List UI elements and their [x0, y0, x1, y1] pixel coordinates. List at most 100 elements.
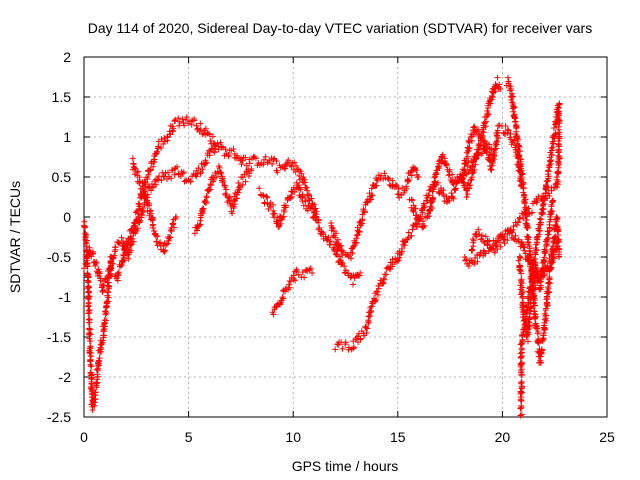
data-point — [517, 405, 524, 412]
data-point — [92, 389, 99, 396]
data-point — [83, 255, 90, 262]
data-point — [350, 281, 357, 288]
y-axis-label: SDTVAR / TECUs — [7, 181, 23, 293]
data-point — [518, 360, 525, 367]
data-point — [93, 379, 100, 386]
x-tick-label: 20 — [495, 429, 511, 445]
data-point — [420, 200, 427, 207]
data-point — [195, 125, 202, 132]
data-point — [182, 117, 189, 124]
data-point — [202, 200, 209, 207]
data-point — [463, 194, 470, 201]
data-point — [306, 266, 313, 273]
data-point — [260, 192, 267, 199]
data-point — [99, 287, 106, 294]
data-point — [195, 165, 202, 172]
data-point — [94, 365, 101, 372]
data-point — [357, 221, 364, 228]
data-point — [472, 156, 479, 163]
data-point — [158, 177, 165, 184]
data-point — [517, 389, 524, 395]
data-point — [86, 244, 93, 251]
data-point — [502, 123, 509, 130]
data-point — [95, 359, 102, 366]
data-point — [438, 159, 445, 166]
data-point — [554, 231, 561, 238]
data-point — [307, 265, 314, 272]
data-point — [146, 202, 153, 209]
data-point — [191, 116, 198, 123]
data-point — [517, 412, 524, 419]
data-point — [374, 288, 381, 295]
data-point — [169, 221, 176, 228]
data-point — [86, 317, 93, 324]
data-point — [217, 139, 224, 146]
data-point — [485, 111, 492, 118]
data-point — [505, 127, 512, 134]
data-point — [134, 168, 141, 175]
data-point — [217, 169, 224, 176]
data-point — [200, 205, 207, 212]
data-point — [524, 225, 531, 232]
data-point — [120, 258, 127, 265]
data-point — [339, 345, 346, 352]
data-point — [504, 126, 511, 133]
data-point — [269, 160, 276, 167]
data-point — [271, 210, 278, 217]
data-point — [389, 256, 396, 263]
data-point — [519, 336, 526, 343]
data-point — [86, 335, 93, 342]
data-point — [541, 325, 548, 332]
data-point — [435, 179, 442, 186]
data-point — [94, 371, 101, 378]
data-point — [148, 187, 155, 194]
data-point — [111, 252, 118, 259]
data-point — [239, 174, 246, 181]
data-point — [150, 163, 157, 170]
data-point — [512, 219, 519, 226]
data-point — [431, 174, 438, 181]
data-point — [434, 163, 441, 170]
data-point — [521, 209, 528, 216]
data-point — [546, 289, 553, 296]
data-point — [472, 161, 479, 168]
data-point — [301, 176, 308, 183]
data-point — [548, 147, 555, 154]
data-point — [179, 116, 186, 123]
data-point — [302, 198, 309, 205]
data-point — [359, 216, 366, 223]
data-point — [541, 322, 548, 329]
data-point — [280, 295, 287, 302]
data-point — [551, 132, 558, 139]
data-point — [136, 203, 143, 210]
data-point — [550, 125, 557, 132]
data-point — [460, 172, 467, 179]
data-point — [88, 363, 95, 370]
data-point — [168, 175, 175, 182]
data-point — [469, 236, 476, 243]
data-point — [385, 176, 392, 183]
data-point — [90, 250, 97, 257]
data-point — [519, 293, 526, 300]
data-point — [274, 302, 281, 309]
data-point — [459, 166, 466, 173]
x-tick-label: 10 — [285, 429, 301, 445]
data-point — [496, 122, 503, 129]
data-point — [180, 169, 187, 176]
data-point — [126, 239, 133, 246]
data-point — [293, 266, 300, 273]
data-point — [225, 153, 232, 160]
data-point — [128, 247, 135, 254]
data-point — [89, 406, 96, 413]
data-point — [104, 292, 111, 299]
data-point — [154, 233, 161, 240]
data-point — [548, 157, 555, 164]
data-point — [549, 198, 556, 205]
data-point — [197, 120, 204, 127]
y-tick-label: 1.5 — [52, 89, 72, 105]
data-point — [544, 178, 551, 185]
data-point — [494, 138, 501, 145]
data-point — [555, 140, 562, 147]
data-point — [520, 241, 527, 248]
data-point — [151, 156, 158, 163]
